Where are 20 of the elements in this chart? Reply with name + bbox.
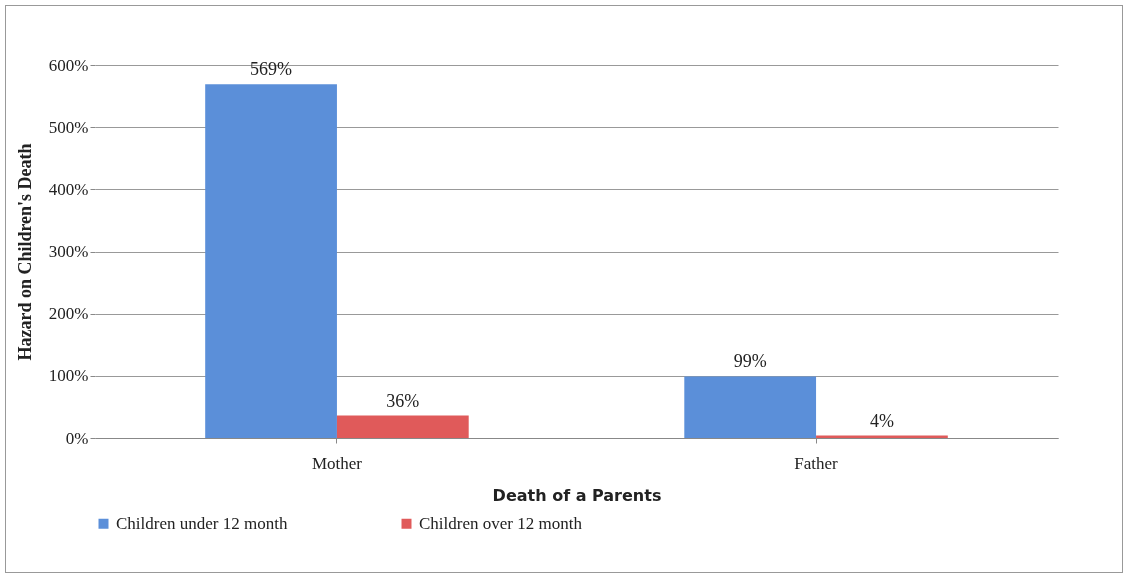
x-axis-title: Death of a Parents [492, 485, 662, 505]
data-label: 569% [250, 59, 293, 80]
bar [684, 376, 817, 438]
legend-label: Children under 12 month [116, 513, 288, 533]
data-label: 36% [386, 390, 420, 411]
data-label: 99% [733, 351, 767, 372]
y-axis-title: Hazard on Children's Death [14, 143, 35, 361]
y-tick-label: 600% [48, 55, 89, 75]
x-tick-label: Father [794, 453, 839, 473]
y-tick-label: 500% [48, 117, 89, 137]
y-tick-label: 0% [65, 428, 89, 448]
legend-label: Children over 12 month [419, 513, 583, 533]
x-tick-label: Mother [311, 453, 363, 473]
y-tick-label: 100% [48, 366, 89, 386]
data-label: 4% [869, 410, 894, 431]
bar [336, 415, 469, 438]
bar [205, 84, 337, 438]
y-tick-label: 200% [48, 304, 89, 324]
y-tick-label: 300% [48, 242, 89, 261]
y-tick-label: 400% [48, 179, 89, 199]
